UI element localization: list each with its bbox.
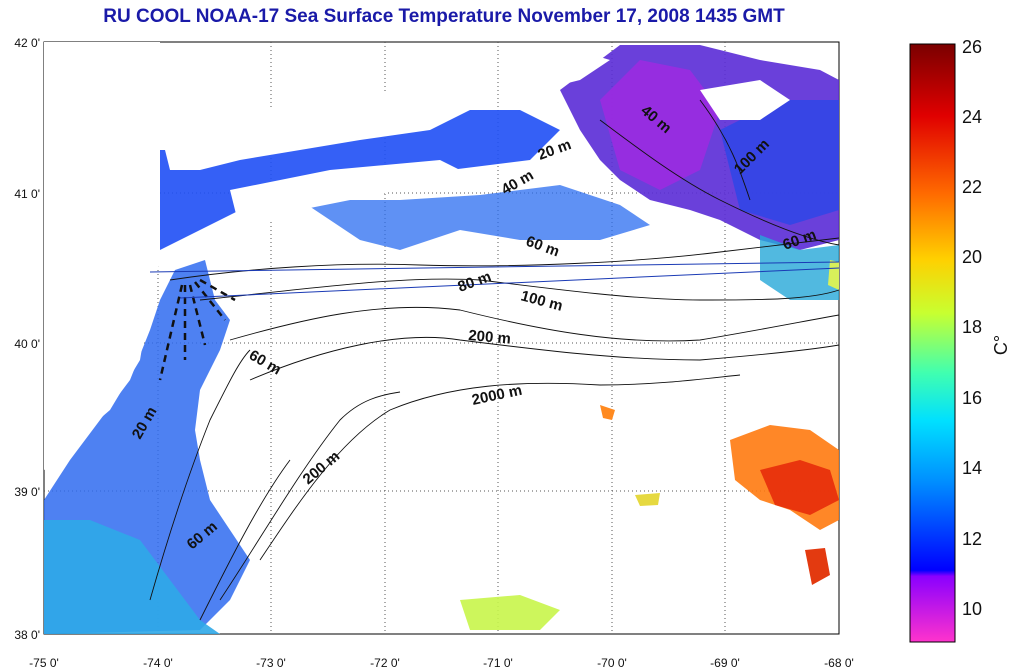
colorbar-tick-label: 18 xyxy=(962,317,982,337)
lon-tick-label: -72 0' xyxy=(370,656,400,670)
colorbar-tick-label: 10 xyxy=(962,599,982,619)
colorbar-ticks: 26 24 22 20 18 16 14 12 10 xyxy=(962,37,982,619)
colorbar xyxy=(909,43,956,643)
map-title: RU COOL NOAA-17 Sea Surface Temperature … xyxy=(103,6,785,27)
lon-tick-label: -69 0' xyxy=(710,656,740,670)
colorbar-tick-label: 16 xyxy=(962,388,982,408)
colorbar-tick-label: 14 xyxy=(962,458,982,478)
shipping-lane-line xyxy=(149,261,840,273)
sst-data-layer xyxy=(44,42,839,634)
lon-tick-label: -68 0' xyxy=(824,656,854,670)
lat-tick-label: 40 0' xyxy=(14,337,40,351)
colorbar-tick-label: 22 xyxy=(962,177,982,197)
lat-tick-label: 41 0' xyxy=(14,187,40,201)
colorbar-tick-label: 20 xyxy=(962,247,982,267)
lat-tick-label: 38 0' xyxy=(14,628,40,642)
lon-tick-label: -75 0' xyxy=(29,656,59,670)
colorbar-tick-label: 26 xyxy=(962,37,982,57)
colorbar-tick-label: 12 xyxy=(962,529,982,549)
shipping-lane-line xyxy=(179,267,840,299)
lat-tick-label: 39 0' xyxy=(14,485,40,499)
lon-tick-label: -70 0' xyxy=(597,656,627,670)
colorbar-unit-label: C° xyxy=(991,335,1011,355)
bathymetry-contours xyxy=(149,99,840,621)
lon-tick-label: -71 0' xyxy=(483,656,513,670)
lon-tick-label: -74 0' xyxy=(143,656,173,670)
colorbar-tick-label: 24 xyxy=(962,107,982,127)
contour-label: 200 m xyxy=(468,327,512,348)
lat-tick-label: 42 0' xyxy=(14,36,40,50)
lon-tick-label: -73 0' xyxy=(256,656,286,670)
